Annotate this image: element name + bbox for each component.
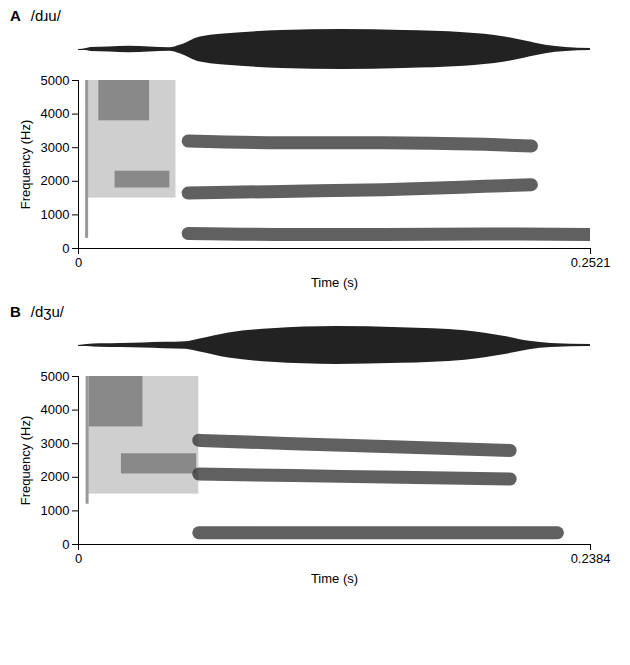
svg-text:0: 0 <box>75 551 82 566</box>
svg-text:0: 0 <box>62 241 69 256</box>
svg-text:2000: 2000 <box>41 469 70 484</box>
svg-text:0: 0 <box>75 255 82 270</box>
svg-text:Frequency (Hz): Frequency (Hz) <box>18 416 33 506</box>
svg-text:5000: 5000 <box>41 73 70 88</box>
svg-text:Time (s): Time (s) <box>311 571 358 586</box>
svg-text:0.2384: 0.2384 <box>571 551 611 566</box>
svg-text:4000: 4000 <box>41 402 70 417</box>
svg-text:4000: 4000 <box>41 106 70 121</box>
svg-text:0.2521: 0.2521 <box>571 255 611 270</box>
svg-text:2000: 2000 <box>41 173 70 188</box>
svg-text:5000: 5000 <box>41 369 70 384</box>
html-text:/dʒu/: /dʒu/ <box>30 303 64 320</box>
svg-text:0: 0 <box>62 537 69 552</box>
html-text:/dɹu/: /dɹu/ <box>30 7 61 24</box>
svg-text:1000: 1000 <box>41 207 70 222</box>
html-text:B: B <box>10 303 21 320</box>
html-text:A: A <box>10 7 21 24</box>
svg-text:3000: 3000 <box>41 436 70 451</box>
svg-text:Frequency (Hz): Frequency (Hz) <box>18 120 33 210</box>
svg-text:1000: 1000 <box>41 503 70 518</box>
svg-text:Time (s): Time (s) <box>311 275 358 290</box>
svg-text:3000: 3000 <box>41 140 70 155</box>
